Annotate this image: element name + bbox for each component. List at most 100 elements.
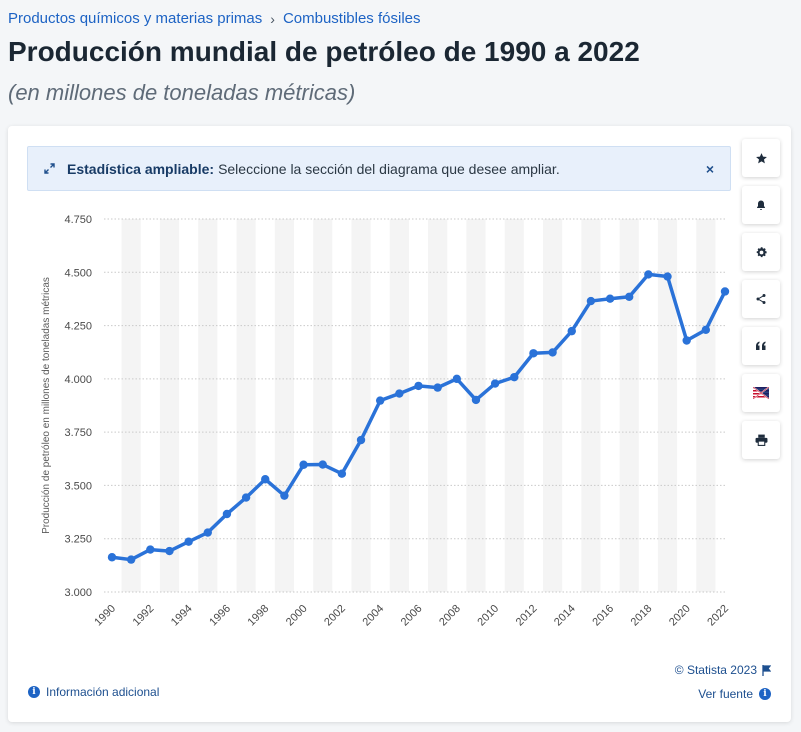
x-tick-label: 2020 [667, 603, 693, 629]
data-point [701, 325, 711, 335]
data-point [184, 537, 193, 546]
data-point [471, 395, 481, 405]
x-tick-label: 2004 [361, 603, 387, 629]
data-point [548, 348, 557, 357]
banner-title: Estadística ampliable: [67, 160, 215, 177]
data-point [318, 460, 327, 469]
bell-icon [757, 200, 765, 210]
printer-icon [755, 434, 767, 446]
data-point [203, 528, 212, 537]
y-tick-label: 3.000 [64, 587, 92, 599]
zoom-banner: Estadística ampliable: Seleccione la sec… [27, 146, 731, 191]
y-axis-label: Producción de petróleo en millones de to… [41, 277, 52, 534]
data-point [625, 292, 634, 301]
language-button[interactable] [742, 374, 780, 412]
x-tick-label: 2010 [475, 603, 501, 629]
cite-button[interactable] [742, 327, 780, 365]
settings-button[interactable] [742, 233, 780, 271]
x-tick-label: 1990 [92, 603, 118, 629]
data-point [490, 379, 500, 388]
data-point [529, 349, 538, 358]
x-tick-label: 2002 [322, 603, 348, 629]
banner-close-button[interactable]: × [705, 160, 714, 177]
x-tick-label: 2012 [514, 603, 540, 629]
y-tick-label: 4.250 [64, 321, 92, 333]
x-tick-label: 2018 [629, 603, 655, 629]
breadcrumb-separator: › [270, 10, 275, 27]
print-button[interactable] [742, 421, 780, 459]
chart-band [389, 219, 409, 592]
copyright[interactable]: © Statista 2023 [675, 663, 771, 677]
chart-card: Estadística ampliable: Seleccione la sec… [8, 126, 791, 722]
data-point [720, 287, 730, 296]
data-point [337, 469, 347, 478]
x-tick-label: 2006 [399, 603, 425, 629]
gear-icon [756, 246, 767, 257]
star-icon [755, 152, 767, 163]
y-tick-label: 3.500 [64, 480, 92, 492]
data-point [395, 389, 404, 398]
data-point [146, 545, 155, 554]
info-icon: i [28, 686, 40, 698]
data-point [222, 509, 232, 519]
chart-band [274, 219, 294, 592]
x-tick-label: 2022 [705, 603, 731, 629]
chart-band [351, 219, 371, 592]
banner-message: Seleccione la sección del diagrama que d… [218, 160, 560, 177]
data-point [510, 372, 519, 382]
additional-info-link[interactable]: i Información adicional [28, 685, 159, 699]
data-point [165, 546, 174, 556]
data-point [663, 272, 672, 281]
share-icon [756, 294, 766, 304]
quote-icon [756, 341, 766, 350]
data-point [605, 294, 615, 303]
data-point [586, 296, 596, 306]
line-chart[interactable]: 3.000 3.250 3.500 3.750 4.000 4.250 4.500 4.750… [8, 126, 738, 656]
data-point [682, 336, 691, 345]
data-point [567, 326, 576, 336]
chart-band [428, 219, 448, 592]
x-tick-label: 1994 [169, 603, 195, 629]
data-point [299, 460, 308, 469]
y-tick-label: 3.750 [64, 427, 92, 439]
chart-band [198, 219, 218, 592]
y-tick-label: 3.250 [64, 534, 92, 546]
notification-button[interactable] [742, 186, 780, 224]
view-source-label: Ver fuente [698, 687, 753, 701]
breadcrumb-link-chemicals[interactable]: Productos químicos y materias primas [8, 10, 263, 27]
chart-band [236, 219, 256, 592]
data-point [241, 493, 251, 502]
x-tick-label: 1992 [131, 603, 157, 629]
chart-band [581, 219, 601, 592]
flag-icon [762, 664, 771, 676]
y-tick-label: 4.500 [64, 267, 92, 279]
chart-band [543, 219, 563, 592]
favorite-button[interactable] [742, 139, 780, 177]
chart-band [696, 219, 716, 592]
data-point [261, 475, 270, 484]
breadcrumb-link-fossil-fuels[interactable]: Combustibles fósiles [282, 10, 421, 27]
data-point [280, 491, 289, 500]
data-point [414, 381, 423, 391]
breadcrumb: Productos químicos y materias primas › C… [8, 10, 421, 27]
toolbar [742, 139, 780, 459]
x-tick-label: 2000 [284, 603, 310, 629]
flag-us-uk-icon [753, 387, 769, 399]
data-point [126, 555, 136, 564]
expand-arrows-icon [44, 163, 55, 174]
data-point [107, 553, 117, 562]
additional-info-label: Información adicional [46, 685, 160, 699]
x-tick-label: 2016 [590, 603, 616, 629]
data-point [356, 435, 366, 445]
share-button[interactable] [742, 280, 780, 318]
info-icon: i [759, 688, 771, 700]
chart-band [466, 219, 486, 592]
page-title: Producción mundial de petróleo de 1990 a… [8, 36, 640, 67]
data-point [644, 270, 653, 279]
chart-band [504, 219, 524, 592]
x-tick-label: 2008 [437, 603, 463, 629]
view-source-link[interactable]: Ver fuente i [698, 687, 771, 701]
copyright-text: © Statista 2023 [674, 663, 757, 677]
chart-band [121, 219, 141, 592]
data-point [433, 383, 442, 392]
